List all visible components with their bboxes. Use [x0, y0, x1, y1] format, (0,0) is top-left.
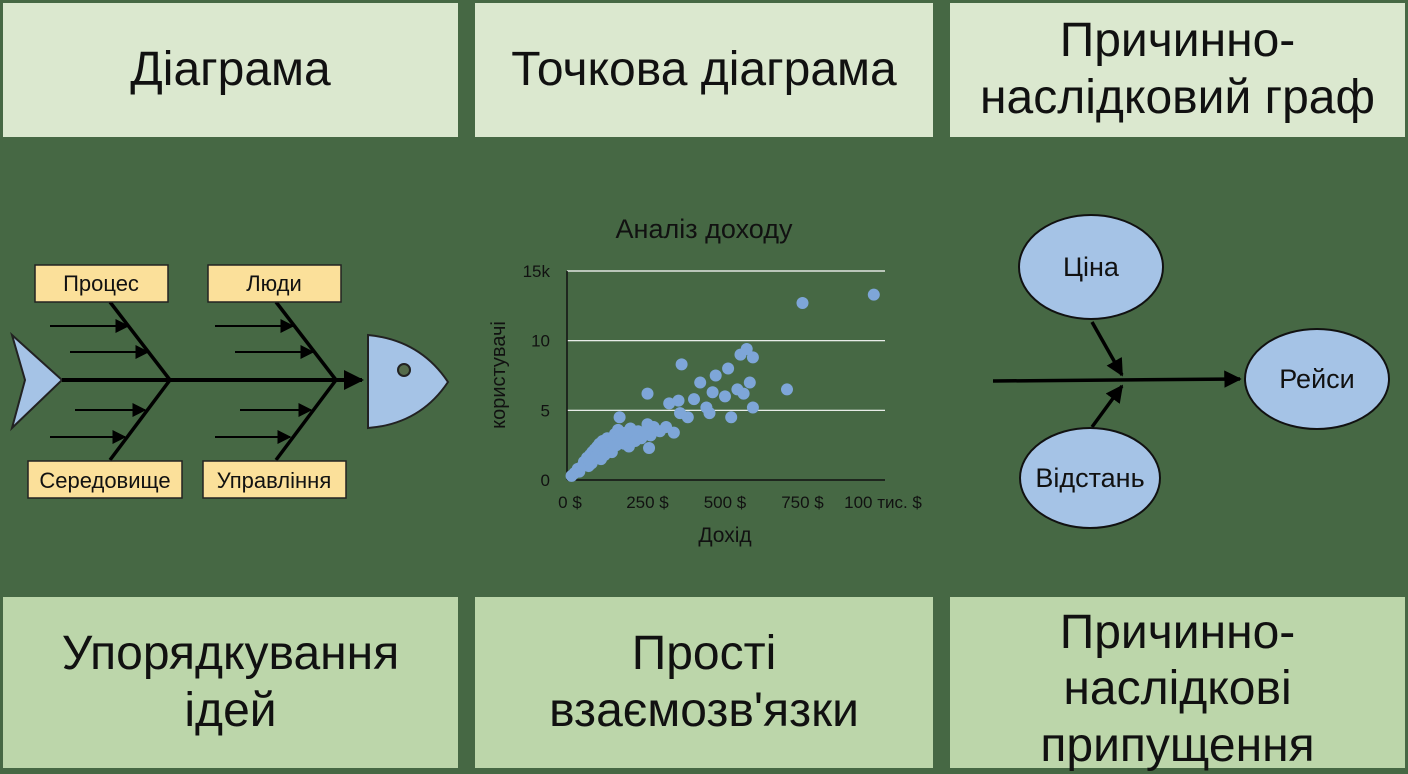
- scatter-point: [703, 407, 716, 420]
- scatter-point: [796, 297, 809, 310]
- scatter-point: [613, 411, 626, 424]
- y-tick-label: 10: [531, 332, 550, 351]
- label-process: Процес: [34, 264, 169, 303]
- node-flights: Рейси: [1244, 328, 1390, 430]
- scatter-point: [867, 288, 880, 301]
- edge-distance: [1090, 384, 1124, 429]
- footer-fishbone: Упорядкування ідей: [3, 597, 458, 768]
- chart-xlabel: Дохід: [698, 524, 751, 547]
- header-causal: Причинно- наслідковий граф: [950, 3, 1405, 137]
- bone-environment: [108, 378, 172, 462]
- node-flights-label: Рейси: [1279, 364, 1355, 394]
- scatter-point: [719, 390, 731, 403]
- bone-process: [108, 300, 172, 382]
- label-process-text: Процес: [63, 271, 139, 296]
- scatter-point: [706, 386, 719, 399]
- x-tick-label: 0 $: [558, 493, 582, 512]
- scatter-point: [781, 383, 793, 396]
- x-tick-label: 100 тис. $: [844, 493, 922, 512]
- scatter-point: [688, 393, 700, 406]
- scatter-point: [643, 441, 656, 454]
- scatter-point: [667, 426, 680, 439]
- scatter-point: [663, 397, 676, 410]
- node-price-label: Ціна: [1063, 252, 1120, 282]
- header-causal-text: Причинно- наслідковий граф: [980, 14, 1375, 124]
- scatter-point: [681, 411, 694, 424]
- header-fishbone: Діаграма: [3, 3, 458, 137]
- chart-tick-labels: 0 5 10 15k 0 $ 250 $ 500 $ 750 $ 100 тис. $: [523, 262, 923, 512]
- bone-management: [274, 378, 338, 462]
- x-tick-label: 750 $: [781, 493, 824, 512]
- fish-tail-icon: [10, 331, 64, 432]
- scatter-point: [740, 343, 753, 356]
- edge-price: [1090, 321, 1124, 377]
- chart-ylabel: користувачі: [488, 321, 510, 429]
- x-tick-label: 500 $: [704, 493, 747, 512]
- scatter-point: [725, 411, 738, 424]
- scatter-point: [743, 376, 756, 389]
- fish-head-icon: [367, 333, 450, 430]
- y-tick-label: 0: [541, 471, 550, 490]
- y-tick-label: 5: [541, 401, 550, 420]
- chart-points: [565, 288, 880, 482]
- scatter-point: [746, 401, 759, 414]
- header-scatter-text: Точкова діаграма: [511, 42, 897, 96]
- causal-main-arrow: [992, 370, 1242, 388]
- causal-graph: Ціна Відстань Рейси: [992, 214, 1390, 529]
- footer-causal-text: Причинно- наслідкові припущення: [1040, 605, 1315, 772]
- footer-causal: Причинно- наслідкові припущення: [950, 597, 1405, 772]
- scatter-point: [675, 358, 688, 371]
- scatter-chart: Аналіз доходу Дохід користувачі 051015k0…: [488, 214, 922, 547]
- chart-title: Аналіз доходу: [616, 214, 793, 244]
- label-management: Управління: [202, 460, 347, 499]
- header-scatter: Точкова діаграма: [475, 3, 933, 137]
- fishbone-diagram: Процес Люди Середовище Управління: [10, 264, 450, 499]
- scatter-point: [641, 387, 654, 400]
- scatter-point: [722, 362, 735, 375]
- node-distance: Відстань: [1019, 427, 1161, 529]
- scatter-point: [672, 394, 685, 407]
- y-tick-label: 15k: [523, 262, 551, 281]
- chart-gridlines: [567, 270, 885, 481]
- fishbone-ribs: [50, 319, 315, 444]
- bone-people: [274, 300, 338, 382]
- node-distance-label: Відстань: [1035, 463, 1144, 493]
- label-environment-text: Середовище: [39, 468, 170, 493]
- label-people-text: Люди: [246, 271, 302, 296]
- footer-fishbone-text: Упорядкування ідей: [61, 626, 400, 737]
- x-tick-label: 250 $: [626, 493, 669, 512]
- scatter-point: [746, 351, 759, 364]
- header-fishbone-text: Діаграма: [130, 42, 331, 96]
- scatter-point: [737, 387, 750, 400]
- label-environment: Середовище: [27, 460, 183, 499]
- label-people: Люди: [207, 264, 342, 303]
- scatter-point: [709, 369, 722, 382]
- node-price: Ціна: [1018, 214, 1164, 320]
- scatter-point: [694, 376, 707, 389]
- footer-scatter-text: Прості взаємозв'язки: [549, 626, 859, 737]
- footer-scatter: Прості взаємозв'язки: [475, 597, 933, 768]
- label-management-text: Управління: [217, 468, 332, 493]
